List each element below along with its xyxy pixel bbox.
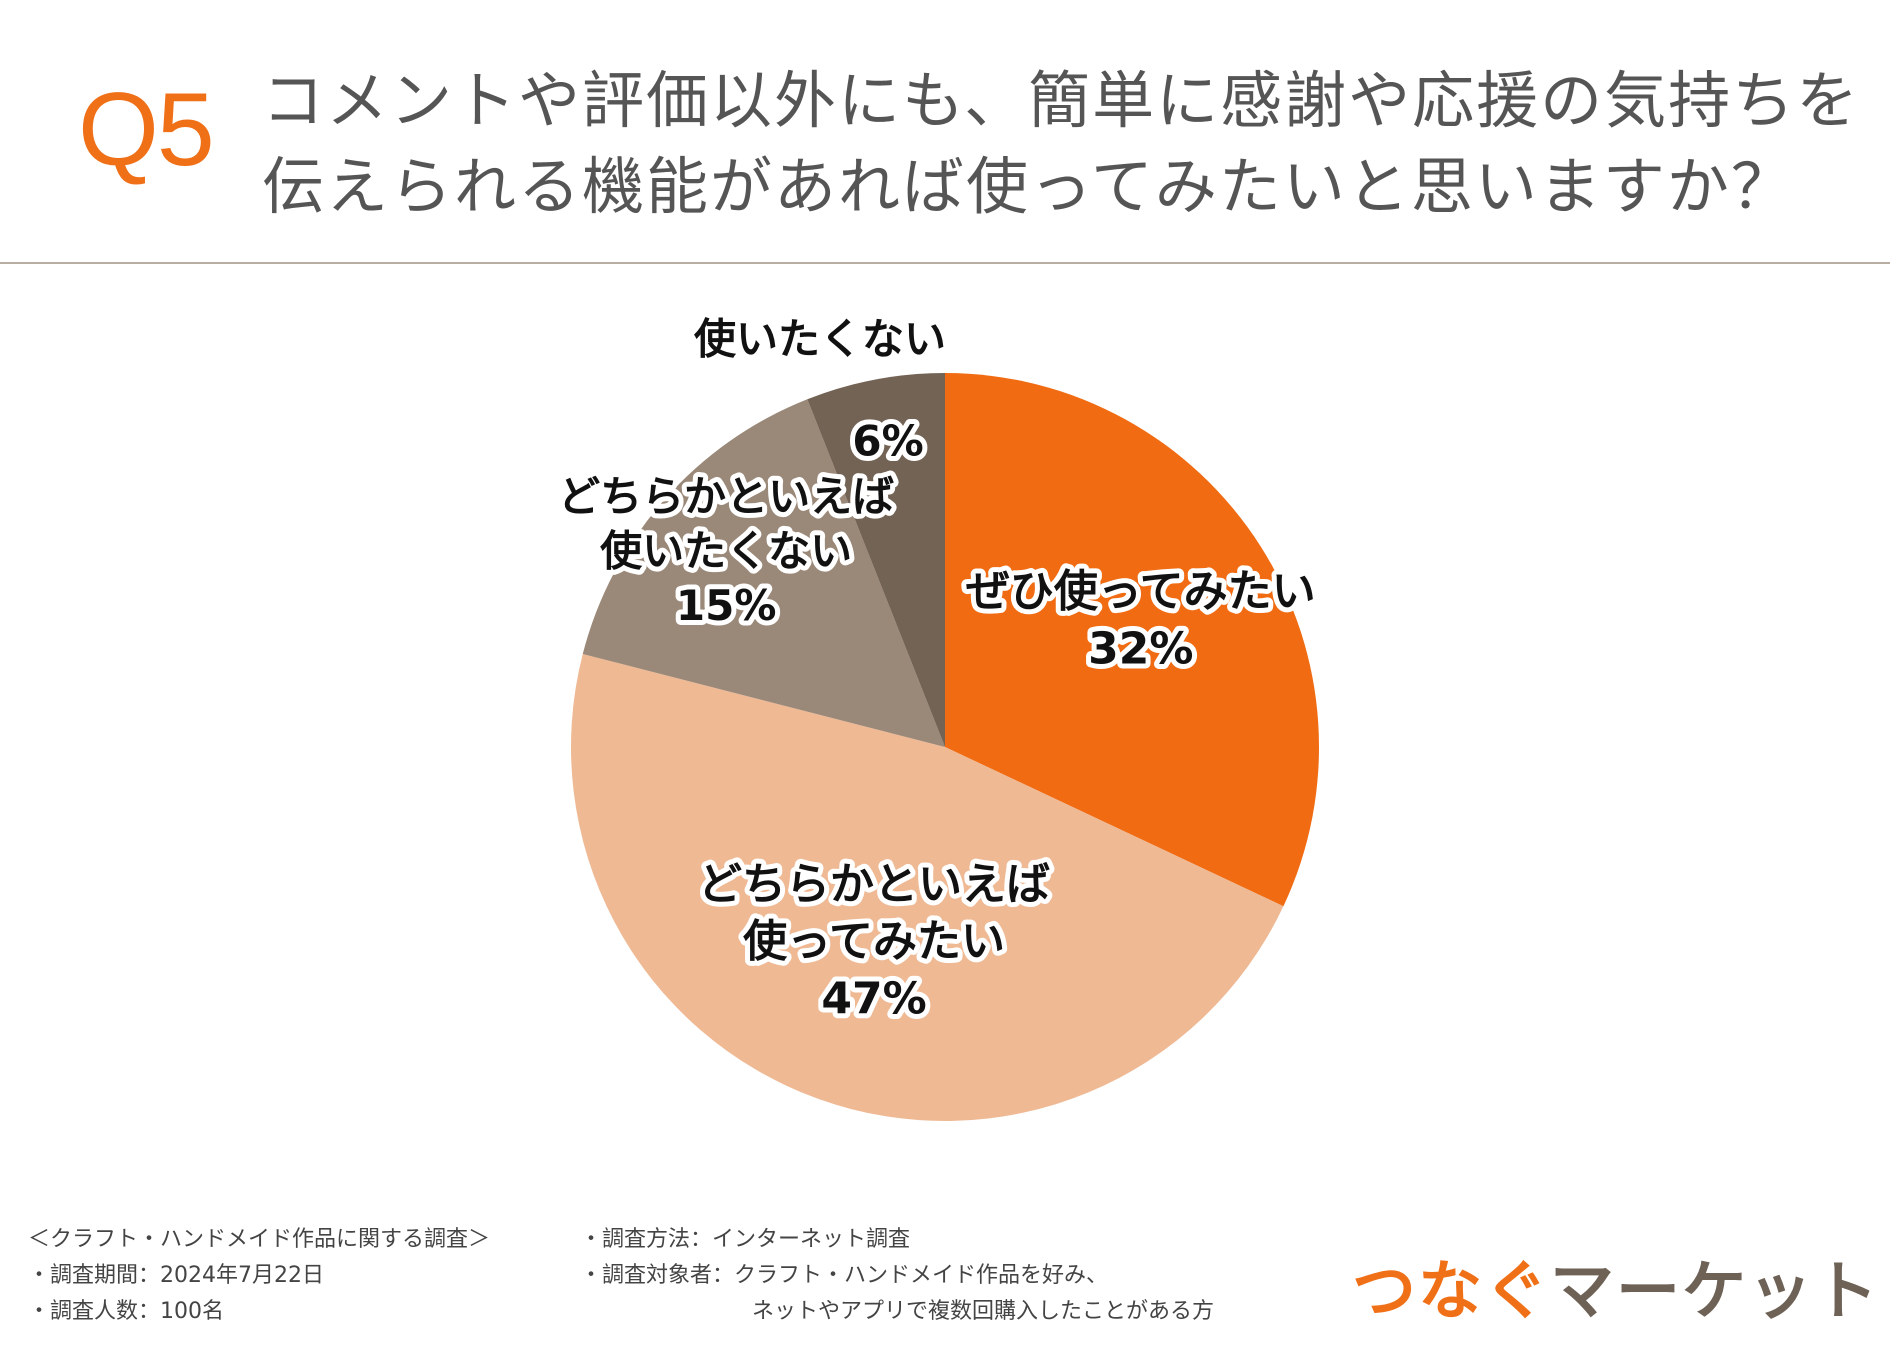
survey-title: ＜クラフト・ハンドメイド作品に関する調査＞ — [28, 1227, 491, 1252]
pie-slice-2 — [582, 399, 945, 747]
footer-left: ＜クラフト・ハンドメイド作品に関する調査＞ ・調査期間：2024年7月22日 ・… — [28, 1222, 490, 1330]
header: Q5 コメントや評価以外にも、簡単に感謝や応援の気持ちを 伝えられる機能があれば… — [0, 0, 1890, 262]
survey-period: ・調査期間：2024年7月22日 — [28, 1263, 324, 1288]
slice-value-1: 47% — [821, 973, 926, 1024]
slice-label-3-line-0: 使いたくない — [694, 315, 946, 364]
survey-sample: ・調査人数：100名 — [28, 1299, 224, 1324]
question-number: Q5 — [78, 72, 215, 188]
survey-target-1: ・調査対象者：クラフト・ハンドメイド作品を好み、 — [580, 1263, 1109, 1288]
pie-slice-3 — [807, 373, 945, 747]
pie-slice-0 — [945, 373, 1319, 907]
logo-part-1: つなぐ — [1352, 1255, 1550, 1329]
question-line-2: 伝えられる機能があれば使ってみたいと思いますか？ — [262, 150, 1795, 223]
slice-label-1-line-1: 使ってみたい — [743, 916, 1005, 967]
slice-value-3: 6% — [852, 417, 923, 466]
survey-method: ・調査方法：インターネット調査 — [580, 1227, 911, 1252]
pie-slice-1 — [570, 653, 1284, 1122]
slice-label-0-line-0: ぜひ使ってみたい — [966, 566, 1316, 617]
logo-part-2: マーケット — [1550, 1255, 1880, 1329]
brand-logo: つなぐマーケット — [1352, 1240, 1880, 1332]
slice-value-0: 32% — [1088, 623, 1193, 674]
question-text: コメントや評価以外にも、簡単に感謝や応援の気持ちを 伝えられる機能があれば使って… — [262, 58, 1872, 230]
slice-value-2: 15% — [676, 581, 777, 630]
slice-label-2-line-0: どちらかといえば — [558, 472, 894, 521]
slice-label-2-line-1: 使いたくない — [600, 527, 852, 576]
footer-right: ・調査方法：インターネット調査 ・調査対象者：クラフト・ハンドメイド作品を好み、… — [580, 1222, 1214, 1330]
slice-label-1-line-0: どちらかといえば — [698, 859, 1050, 910]
survey-target-2: ネットやアプリで複数回購入したことがある方 — [752, 1299, 1215, 1324]
header-divider — [0, 262, 1890, 264]
question-line-1: コメントや評価以外にも、簡単に感謝や応援の気持ちを — [262, 64, 1861, 137]
